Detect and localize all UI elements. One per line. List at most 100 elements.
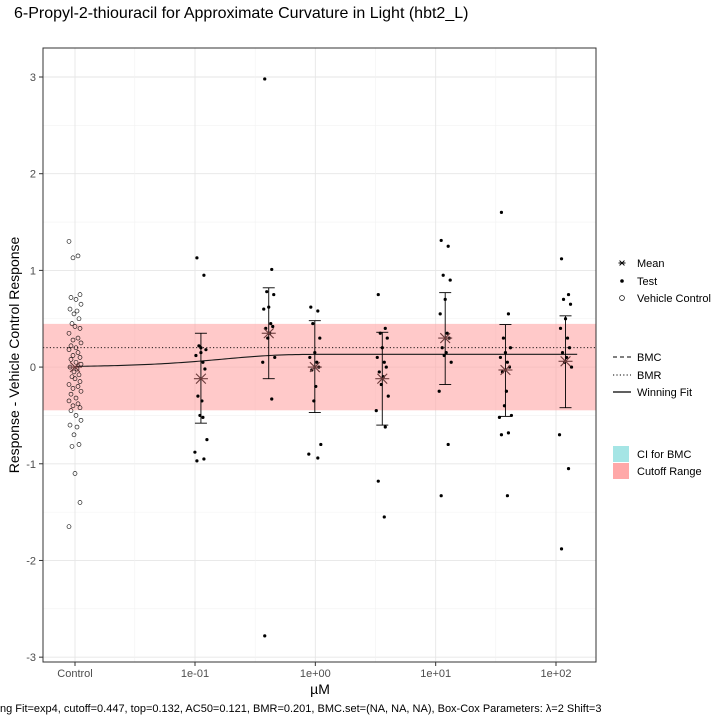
test-point <box>197 344 201 348</box>
vehicle-control-point <box>78 340 84 346</box>
legend-label: BMR <box>637 370 662 382</box>
vehicle-control-point <box>73 413 79 418</box>
vehicle-control-point <box>75 253 81 259</box>
test-point <box>376 292 380 297</box>
test-point <box>567 346 572 350</box>
test-point <box>382 515 386 519</box>
test-point <box>204 348 208 352</box>
legend-label: Winning Fit <box>637 387 692 399</box>
x-tick-label: 1e+00 <box>300 668 331 680</box>
vehicle-control-point <box>77 292 83 297</box>
test-point <box>195 459 199 463</box>
test-point <box>193 450 197 454</box>
vehicle-control-point <box>76 316 82 322</box>
vehicle-control-point <box>66 347 72 352</box>
vehicle-control-point <box>74 308 80 314</box>
vehicle-control-point <box>68 295 74 300</box>
test-point <box>506 431 511 435</box>
test-point <box>308 355 312 360</box>
test-point <box>195 256 199 260</box>
test-point <box>385 336 389 340</box>
vehicle-control-point <box>69 321 75 326</box>
legend-label: CI for BMC <box>637 449 691 461</box>
vehicle-control-point <box>66 398 72 404</box>
legend-test-icon <box>620 279 624 283</box>
test-point <box>270 267 274 272</box>
plot-area <box>42 47 597 663</box>
test-point <box>449 360 453 364</box>
mean-marker-control <box>68 361 82 373</box>
test-point <box>201 360 205 364</box>
legend-cutoff-swatch <box>613 463 629 479</box>
y-tick-label: -3 <box>26 652 36 664</box>
vehicle-control-point <box>76 442 82 447</box>
vehicle-control-point <box>77 379 83 384</box>
test-point <box>374 408 378 413</box>
test-point <box>315 360 319 364</box>
vehicle-control-point <box>69 444 75 449</box>
mean-marker <box>438 332 453 344</box>
y-tick-label: 2 <box>30 169 36 181</box>
mean-marker <box>307 361 322 373</box>
vehicle-control-point <box>75 335 81 341</box>
vehicle-control-point <box>78 361 84 367</box>
legend-label: Test <box>637 276 657 288</box>
legend-label: Cutoff Range <box>637 466 702 478</box>
test-point <box>375 355 379 360</box>
test-point <box>196 394 200 398</box>
test-point <box>203 367 207 371</box>
test-point <box>566 467 571 471</box>
vehicle-control-point <box>73 359 79 365</box>
test-point <box>498 355 503 360</box>
vehicle-control-point <box>67 422 73 428</box>
test-point <box>272 292 276 297</box>
test-point <box>205 438 209 442</box>
mean-marker <box>261 327 276 339</box>
test-point <box>307 452 311 456</box>
vehicle-control-point <box>66 330 72 336</box>
test-point <box>446 244 450 248</box>
vehicle-control-point <box>70 353 76 358</box>
vehicle-control-point <box>68 343 74 349</box>
test-point <box>506 312 511 316</box>
x-tick-label: 1e+01 <box>420 668 451 680</box>
test-point <box>318 336 322 340</box>
vehicle-control-point <box>77 355 83 360</box>
test-point <box>202 273 206 277</box>
legend-label: BMC <box>637 352 662 364</box>
vehicle-control-point <box>71 369 77 375</box>
y-tick-label: -1 <box>26 459 36 471</box>
vehicle-control-point <box>70 337 76 343</box>
test-point <box>508 346 513 350</box>
vehicle-control-point <box>78 417 84 423</box>
test-point <box>309 305 313 309</box>
vehicle-control-point <box>70 255 76 261</box>
test-point <box>262 307 266 311</box>
x-tick-label: Control <box>57 668 92 680</box>
test-point <box>201 415 205 419</box>
legend-ci-swatch <box>613 446 629 462</box>
test-point <box>558 326 563 331</box>
test-point <box>440 346 444 350</box>
test-point <box>386 394 390 398</box>
vehicle-control-point <box>73 395 79 401</box>
test-point <box>384 365 388 369</box>
vehicle-control-point <box>67 306 73 312</box>
x-tick-label: 1e+02 <box>541 668 572 680</box>
vehicle-control-point <box>76 372 82 378</box>
test-point <box>261 360 265 364</box>
mean-marker <box>558 355 573 367</box>
test-point <box>194 353 198 358</box>
test-point <box>561 297 566 302</box>
legend-mean-icon <box>618 260 626 266</box>
y-axis-title: Response - Vehicle Control Response <box>6 236 22 473</box>
mean-markers <box>68 327 573 384</box>
test-point <box>383 425 387 429</box>
test-point <box>505 360 510 364</box>
fit-summary-footer: ng Fit=exp4, cutoff=0.447, top=0.132, AC… <box>0 703 601 715</box>
vehicle-control-point <box>75 350 81 355</box>
vehicle-control-point <box>66 239 72 244</box>
vehicle-control-point <box>70 386 76 391</box>
test-point <box>501 336 506 340</box>
